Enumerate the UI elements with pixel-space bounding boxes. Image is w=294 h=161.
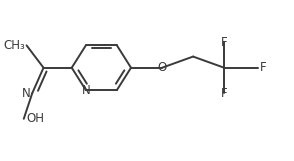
Text: N: N — [81, 84, 90, 97]
Text: O: O — [157, 61, 167, 74]
Text: F: F — [221, 36, 228, 49]
Text: N: N — [22, 87, 31, 100]
Text: F: F — [260, 61, 267, 74]
Text: CH₃: CH₃ — [4, 39, 25, 52]
Text: F: F — [221, 87, 228, 100]
Text: OH: OH — [26, 112, 44, 125]
